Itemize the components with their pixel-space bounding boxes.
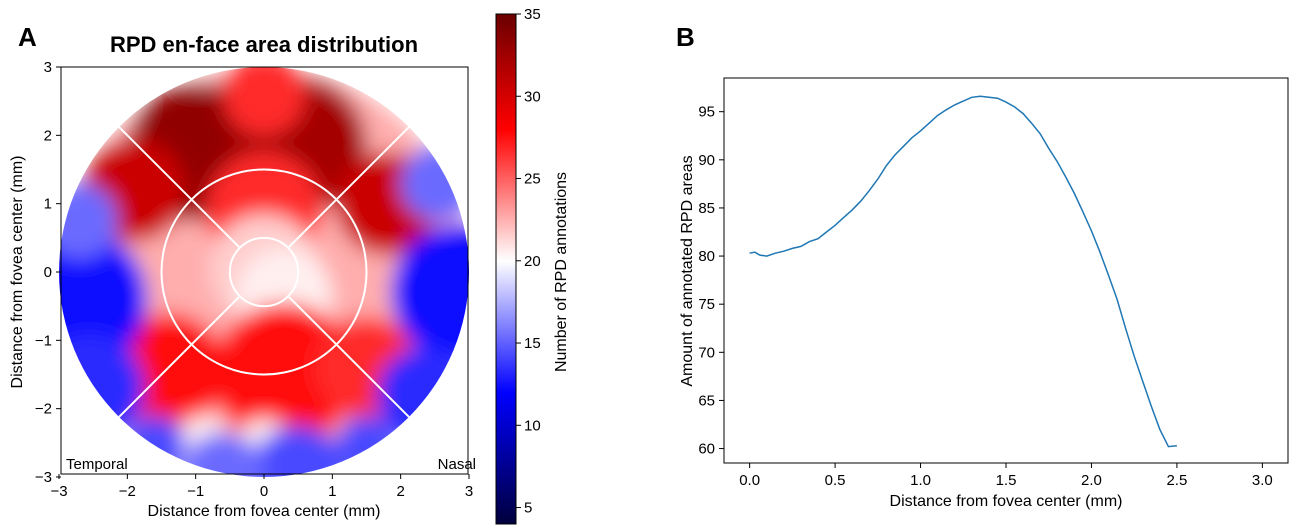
sector-spoke [287, 126, 410, 249]
line-x-tick-label: 1.0 [910, 472, 931, 489]
colorbar-tick-label: 15 [524, 335, 541, 352]
heatmap-blob [223, 67, 305, 136]
sector-ring [160, 168, 368, 376]
heatmap-y-tick-label: 3 [44, 59, 52, 76]
heatmap-x-ticks: −3 −2 −1 0 1 2 3 [50, 474, 473, 500]
line-y-tick-label: 85 [698, 200, 715, 217]
sector-overlay [118, 126, 410, 418]
sector-spoke [118, 126, 241, 249]
line-x-tick-label: 2.5 [1166, 472, 1187, 489]
panel-a: A RPD en-face area distribution −3 −2 −1 0 1… [9, 22, 476, 520]
heatmap-y-tick-label: −1 [35, 332, 52, 349]
heatmap-y-tick-label: 1 [44, 196, 52, 213]
temporal-label: Temporal [66, 456, 128, 473]
heatmap-x-axis-label: Distance from fovea center (mm) [148, 503, 381, 520]
heatmap-x-tick-label: 1 [328, 483, 336, 500]
line-y-axis-label: Amount of annotated RPD areas [679, 155, 696, 386]
heatmap-y-tick-label: −3 [35, 469, 52, 486]
heatmap-blob [59, 183, 118, 259]
colorbar: 5 10 15 20 25 30 35 Number of RPD annotations [495, 6, 570, 525]
heatmap-x-tick-label: 0 [260, 483, 268, 500]
heatmap-y-tick-label: 0 [44, 264, 52, 281]
nasal-label: Nasal [438, 456, 476, 473]
colorbar-label: Number of RPD annotations [553, 172, 570, 372]
panel-a-label: A [18, 22, 37, 52]
colorbar-tick-label: 25 [524, 171, 541, 188]
colorbar-tick-label: 30 [524, 88, 541, 105]
sector-spoke [287, 295, 410, 418]
line-x-tick-label: 1.5 [996, 472, 1017, 489]
line-x-tick-label: 3.0 [1252, 472, 1273, 489]
line-x-tick-label: 0.5 [825, 472, 846, 489]
line-x-tick-label: 0.0 [739, 472, 760, 489]
heatmap-x-tick-label: −2 [119, 483, 136, 500]
panel-b-label: B [676, 22, 695, 52]
colorbar-tick-label: 35 [524, 6, 541, 23]
line-x-tick-label: 2.0 [1081, 472, 1102, 489]
heatmap-y-tick-label: −2 [35, 401, 52, 418]
colorbar-ticks: 5 10 15 20 25 30 35 [516, 6, 541, 517]
line-x-axis-label: Distance from fovea center (mm) [890, 493, 1123, 510]
line-y-ticks: 60 65 70 75 80 85 90 95 [698, 104, 724, 458]
heatmap-x-tick-label: −3 [50, 483, 67, 500]
line-y-tick-label: 90 [698, 152, 715, 169]
heatmap-x-tick-label: 3 [465, 483, 473, 500]
line-x-ticks: 0.0 0.5 1.0 1.5 2.0 2.5 3.0 [739, 463, 1273, 489]
heatmap-disc [59, 67, 469, 477]
heatmap-blob [212, 302, 357, 447]
sector-ring [228, 236, 300, 308]
colorbar-tick-label: 5 [524, 500, 532, 517]
sector-spoke [118, 295, 241, 418]
line-y-tick-label: 65 [698, 392, 715, 409]
line-y-tick-label: 80 [698, 248, 715, 265]
line-y-tick-label: 95 [698, 104, 715, 121]
heatmap-x-tick-label: −1 [187, 483, 204, 500]
line-y-tick-label: 60 [698, 441, 715, 458]
heatmap-blobs [59, 67, 469, 477]
line-series [749, 95, 1177, 448]
colorbar-tick-label: 10 [524, 417, 541, 434]
colorbar-gradient [495, 13, 517, 525]
panel-b: B 0.0 0.5 1.0 1.5 2.0 2.5 3.0 60 65 70 75 80 85 90 95… [676, 22, 1289, 510]
heatmap-y-tick-label: 2 [44, 127, 52, 144]
heatmap-blob [59, 227, 148, 372]
heatmap-y-ticks: −3 −2 −1 0 1 2 3 [35, 59, 61, 486]
heatmap-blob [123, 415, 186, 477]
heatmap-blob [59, 333, 145, 443]
heatmap-y-axis-label: Distance from fovea center (mm) [9, 156, 26, 389]
colorbar-tick-label: 20 [524, 253, 541, 270]
heatmap-blob [400, 145, 469, 221]
heatmap-blob [335, 415, 398, 477]
heatmap-blob [390, 224, 469, 361]
line-axes-frame [723, 77, 1289, 464]
line-y-tick-label: 75 [698, 296, 715, 313]
heatmap-x-tick-label: 2 [396, 483, 404, 500]
heatmap-title: RPD en-face area distribution [110, 32, 418, 57]
line-y-tick-label: 70 [698, 344, 715, 361]
